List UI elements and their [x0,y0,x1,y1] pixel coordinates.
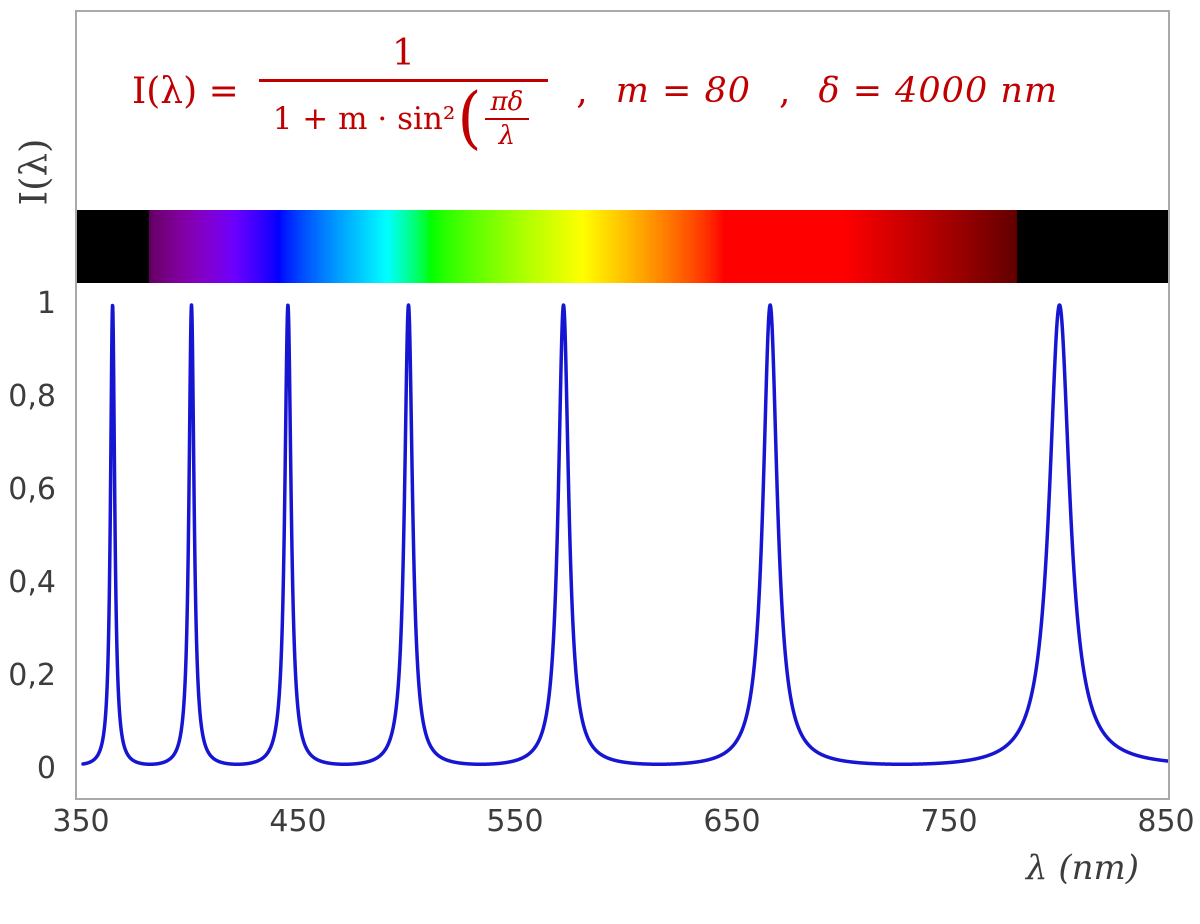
y-tick-label: 0,2 [8,658,56,693]
formula-denominator: 1 + m · sin² ( πδ λ [258,78,549,158]
y-tick-label: 0,8 [8,379,56,414]
formula-denominator-prefix: 1 + m · sin² [272,100,456,137]
formula-numerator: 1 [392,33,415,74]
intensity-curve-svg [81,303,1168,767]
y-tick-label: 0 [36,751,56,786]
inner-numerator: πδ [490,86,524,117]
formula-comma-2: , [779,70,791,112]
formula-fraction: 1 1 + m · sin² ( πδ λ [258,33,549,158]
formula-comma-1: , [576,70,588,112]
y-tick-label: 0,4 [8,565,56,600]
spectrum-bar [77,210,1168,283]
x-tick-label: 750 [920,804,978,839]
x-tick-label: 850 [1137,804,1195,839]
inner-fraction: πδ λ [484,86,530,149]
formula-param-m: m = 80 [615,71,752,112]
y-axis-tick-labels: 0 0,2 0,4 0,6 0,8 1 [0,0,64,800]
chart-frame: I(λ) = 1 1 + m · sin² ( πδ λ , m = 80 , … [75,10,1170,800]
x-tick-label: 650 [703,804,761,839]
formula: I(λ) = 1 1 + m · sin² ( πδ λ , m = 80 , … [132,33,1059,158]
open-paren: ( [457,78,482,158]
inner-denominator: λ [484,117,530,149]
x-axis-tick-labels: 350 450 550 650 750 850 [52,804,1194,844]
y-tick-label: 0,6 [8,472,56,507]
x-tick-label: 550 [486,804,544,839]
x-tick-label: 350 [52,804,110,839]
y-tick-label: 1 [36,286,56,321]
intensity-curve [81,303,1168,767]
formula-lhs: I(λ) = [132,70,239,112]
x-tick-label: 450 [269,804,327,839]
formula-param-delta: δ = 4000 nm [818,71,1059,112]
x-axis-title: λ (nm) [1026,848,1140,888]
